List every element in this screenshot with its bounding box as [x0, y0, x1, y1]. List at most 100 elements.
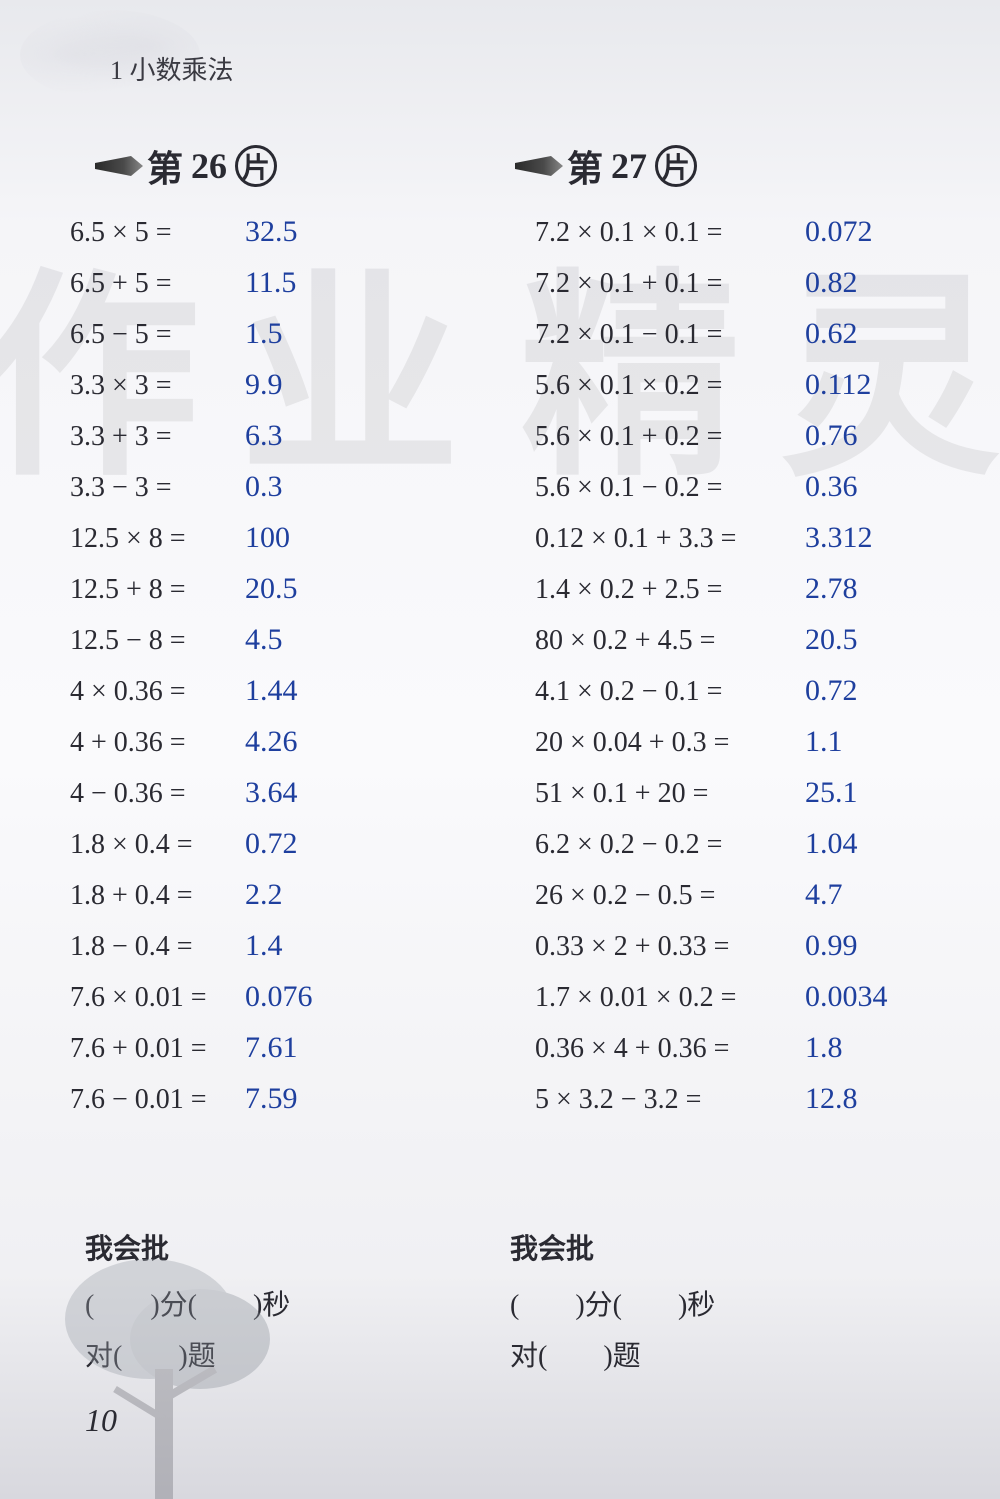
expression: 6.5 − 5 = — [70, 319, 245, 351]
answer: 3.312 — [805, 521, 873, 555]
problem-row: 12.5 + 8 =20.5 — [70, 572, 505, 606]
answer: 1.1 — [805, 725, 843, 759]
section-prefix: 第 — [567, 140, 603, 192]
expression: 6.5 × 5 = — [70, 217, 245, 249]
problem-row: 7.6 × 0.01 =0.076 — [70, 980, 505, 1014]
problem-row: 6.5 × 5 =32.5 — [70, 215, 505, 249]
answer: 1.8 — [805, 1031, 843, 1065]
expression: 26 × 0.2 − 0.5 = — [535, 880, 805, 912]
answer: 25.1 — [805, 776, 858, 810]
grading-box-right: 我会批 ( )分( )秒 对( )题 — [510, 1225, 715, 1382]
answer: 0.99 — [805, 929, 858, 963]
expression: 3.3 × 3 = — [70, 370, 245, 402]
section-number: 27 — [611, 145, 647, 187]
problem-row: 1.8 − 0.4 =1.4 — [70, 929, 505, 963]
answer: 2.2 — [245, 878, 283, 912]
answer: 20.5 — [245, 572, 298, 606]
problem-row: 5.6 × 0.1 − 0.2 =0.36 — [535, 470, 970, 504]
section-suffix-circle: 片 — [655, 145, 697, 187]
answer: 0.72 — [245, 827, 298, 861]
problem-row: 7.2 × 0.1 + 0.1 =0.82 — [535, 266, 970, 300]
expression: 5.6 × 0.1 − 0.2 = — [535, 472, 805, 504]
expression: 7.2 × 0.1 − 0.1 = — [535, 319, 805, 351]
answer: 1.5 — [245, 317, 283, 351]
problem-row: 20 × 0.04 + 0.3 =1.1 — [535, 725, 970, 759]
expression: 0.36 × 4 + 0.36 = — [535, 1033, 805, 1065]
expression: 4 × 0.36 = — [70, 676, 245, 708]
answer: 9.9 — [245, 368, 283, 402]
problem-row: 0.12 × 0.1 + 3.3 =3.312 — [535, 521, 970, 555]
section-number: 26 — [191, 145, 227, 187]
expression: 5.6 × 0.1 × 0.2 = — [535, 370, 805, 402]
answer: 0.82 — [805, 266, 858, 300]
expression: 1.8 × 0.4 = — [70, 829, 245, 861]
expression: 1.7 × 0.01 × 0.2 = — [535, 982, 805, 1014]
answer: 6.3 — [245, 419, 283, 453]
answer: 7.59 — [245, 1082, 298, 1116]
problem-row: 7.2 × 0.1 − 0.1 =0.62 — [535, 317, 970, 351]
expression: 7.6 + 0.01 = — [70, 1033, 245, 1065]
tree-decoration — [40, 1239, 300, 1499]
answer: 0.72 — [805, 674, 858, 708]
grading-time-line: ( )分( )秒 — [510, 1281, 715, 1331]
expression: 6.5 + 5 = — [70, 268, 245, 300]
problem-row: 0.33 × 2 + 0.33 =0.99 — [535, 929, 970, 963]
problem-row: 12.5 − 8 =4.5 — [70, 623, 505, 657]
problem-row: 4 − 0.36 =3.64 — [70, 776, 505, 810]
problem-row: 26 × 0.2 − 0.5 =4.7 — [535, 878, 970, 912]
problem-row: 1.8 + 0.4 =2.2 — [70, 878, 505, 912]
grading-score-line: 对( )题 — [510, 1332, 715, 1382]
problem-row: 80 × 0.2 + 4.5 =20.5 — [535, 623, 970, 657]
expression: 20 × 0.04 + 0.3 = — [535, 727, 805, 759]
expression: 1.4 × 0.2 + 2.5 = — [535, 574, 805, 606]
answer: 4.7 — [805, 878, 843, 912]
answer: 1.4 — [245, 929, 283, 963]
pencil-icon — [515, 156, 563, 176]
answer: 12.8 — [805, 1082, 858, 1116]
problem-row: 7.6 + 0.01 =7.61 — [70, 1031, 505, 1065]
expression: 3.3 + 3 = — [70, 421, 245, 453]
problem-row: 1.8 × 0.4 =0.72 — [70, 827, 505, 861]
grading-title: 我会批 — [510, 1225, 715, 1275]
chapter-header: 1 小数乘法 — [110, 50, 234, 87]
expression: 7.2 × 0.1 + 0.1 = — [535, 268, 805, 300]
left-column: 6.5 × 5 =32.56.5 + 5 =11.56.5 − 5 =1.53.… — [70, 215, 505, 1116]
problem-row: 7.6 − 0.01 =7.59 — [70, 1082, 505, 1116]
problem-row: 3.3 − 3 =0.3 — [70, 470, 505, 504]
pencil-icon — [95, 156, 143, 176]
answer: 0.62 — [805, 317, 858, 351]
answer: 4.5 — [245, 623, 283, 657]
problem-row: 6.2 × 0.2 − 0.2 =1.04 — [535, 827, 970, 861]
expression: 12.5 × 8 = — [70, 523, 245, 555]
expression: 4 − 0.36 = — [70, 778, 245, 810]
answer: 0.076 — [245, 980, 313, 1014]
answer: 100 — [245, 521, 290, 555]
answer: 0.3 — [245, 470, 283, 504]
problem-row: 12.5 × 8 =100 — [70, 521, 505, 555]
problem-row: 5.6 × 0.1 + 0.2 =0.76 — [535, 419, 970, 453]
expression: 51 × 0.1 + 20 = — [535, 778, 805, 810]
answer: 4.26 — [245, 725, 298, 759]
expression: 12.5 + 8 = — [70, 574, 245, 606]
section-prefix: 第 — [147, 140, 183, 192]
problem-row: 3.3 × 3 =9.9 — [70, 368, 505, 402]
answer: 11.5 — [245, 266, 296, 300]
problem-row: 51 × 0.1 + 20 =25.1 — [535, 776, 970, 810]
problem-row: 1.4 × 0.2 + 2.5 =2.78 — [535, 572, 970, 606]
problems-container: 6.5 × 5 =32.56.5 + 5 =11.56.5 − 5 =1.53.… — [70, 215, 970, 1116]
answer: 32.5 — [245, 215, 298, 249]
answer: 0.36 — [805, 470, 858, 504]
answer: 0.0034 — [805, 980, 888, 1014]
answer: 7.61 — [245, 1031, 298, 1065]
section-suffix-circle: 片 — [235, 145, 277, 187]
problem-row: 3.3 + 3 =6.3 — [70, 419, 505, 453]
expression: 12.5 − 8 = — [70, 625, 245, 657]
answer: 0.072 — [805, 215, 873, 249]
expression: 7.2 × 0.1 × 0.1 = — [535, 217, 805, 249]
problem-row: 0.36 × 4 + 0.36 =1.8 — [535, 1031, 970, 1065]
expression: 5 × 3.2 − 3.2 = — [535, 1084, 805, 1116]
problem-row: 5.6 × 0.1 × 0.2 =0.112 — [535, 368, 970, 402]
answer: 20.5 — [805, 623, 858, 657]
expression: 80 × 0.2 + 4.5 = — [535, 625, 805, 657]
expression: 1.8 + 0.4 = — [70, 880, 245, 912]
